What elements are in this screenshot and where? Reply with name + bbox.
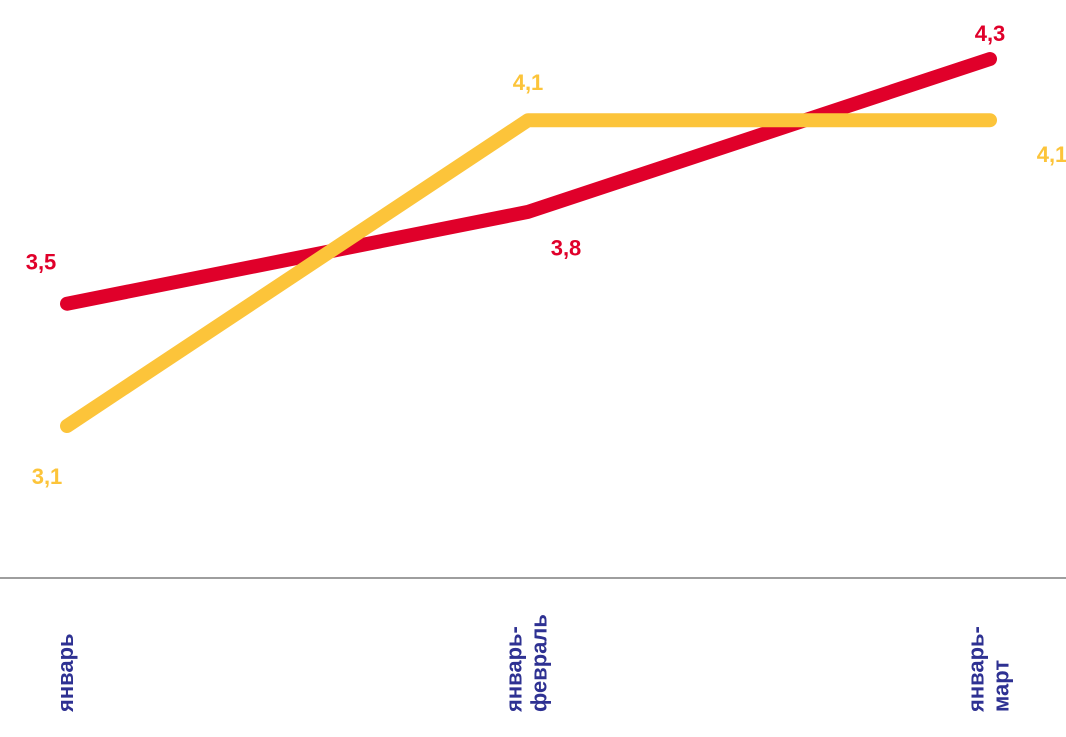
x-tick-label-1: январь <box>53 633 78 713</box>
x-tick-label-layer: январь январь-февраль январь-март <box>53 614 1014 713</box>
series-1-data-label-2: 3,8 <box>551 236 582 261</box>
series-layer <box>67 59 990 426</box>
x-tick-label-line: март <box>988 660 1013 712</box>
x-tick-label-line: февраль <box>526 614 551 712</box>
x-tick-label-line: январь <box>53 633 78 713</box>
x-tick-label-2: январь-февраль <box>501 614 551 713</box>
x-tick-label-line: январь- <box>963 626 988 713</box>
series-1-data-label-1: 3,5 <box>26 249 57 274</box>
x-tick-label-line: январь- <box>501 626 526 713</box>
series-line-1 <box>67 59 990 304</box>
series-2-data-label-1: 3,1 <box>32 464 63 489</box>
series-2-data-label-3: 4,1 <box>1037 142 1066 167</box>
series-1-data-label-3: 4,3 <box>975 21 1006 46</box>
x-tick-label-3: январь-март <box>963 626 1013 713</box>
series-2-data-label-2: 4,1 <box>513 70 544 95</box>
